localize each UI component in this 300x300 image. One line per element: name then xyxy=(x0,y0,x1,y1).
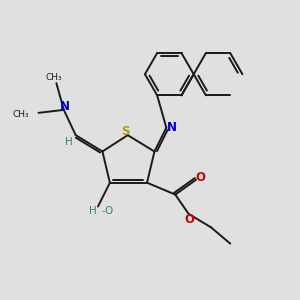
Text: N: N xyxy=(60,100,70,113)
Text: H: H xyxy=(89,206,97,216)
Text: O: O xyxy=(195,171,205,184)
Text: -O: -O xyxy=(102,206,114,216)
Text: N: N xyxy=(167,121,176,134)
Text: O: O xyxy=(185,213,195,226)
Text: S: S xyxy=(121,125,130,138)
Text: H: H xyxy=(65,137,73,147)
Text: CH₃: CH₃ xyxy=(12,110,29,119)
Text: CH₃: CH₃ xyxy=(45,73,62,82)
